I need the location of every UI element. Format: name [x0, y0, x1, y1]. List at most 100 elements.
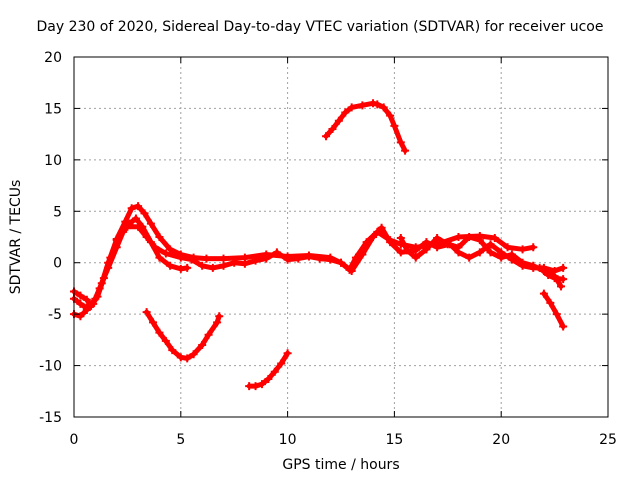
data-point — [213, 318, 222, 327]
data-point — [465, 233, 474, 241]
data-point — [251, 256, 260, 265]
data-point — [454, 243, 463, 252]
data-point — [76, 299, 85, 308]
y-tick-label: 5 — [53, 204, 62, 220]
data-point — [155, 328, 164, 337]
data-point — [422, 245, 431, 254]
data-point — [82, 306, 91, 315]
data-point — [315, 254, 324, 263]
data-point — [134, 222, 143, 231]
data-point — [497, 253, 506, 262]
data-point — [546, 298, 555, 307]
data-point — [539, 289, 548, 298]
data-point — [377, 223, 386, 232]
data-point — [230, 258, 239, 267]
data-point — [411, 253, 420, 262]
data-point — [204, 330, 213, 339]
data-point — [283, 255, 292, 264]
data-point — [215, 312, 224, 321]
data-point — [161, 249, 170, 258]
data-point — [251, 382, 260, 391]
data-point — [347, 266, 356, 275]
series-arc-f — [245, 349, 292, 391]
data-point — [379, 103, 388, 112]
data-point — [322, 132, 331, 141]
series-line — [537, 265, 566, 282]
data-point — [475, 248, 484, 257]
series-arc-d — [396, 233, 566, 291]
y-tick-label: -10 — [39, 359, 62, 375]
data-point — [134, 202, 143, 211]
data-point — [127, 204, 136, 213]
data-point — [240, 259, 249, 268]
data-point — [142, 308, 151, 317]
data-point — [151, 243, 160, 252]
data-point — [401, 146, 410, 155]
y-tick-label: -15 — [39, 410, 62, 426]
data-point — [503, 243, 512, 252]
data-point — [535, 263, 544, 272]
data-point — [337, 258, 345, 267]
x-tick-label: 5 — [176, 432, 185, 448]
data-point — [131, 214, 140, 223]
data-point — [386, 111, 395, 120]
x-tick-label: 20 — [492, 432, 510, 448]
data-point — [277, 359, 286, 368]
data-point — [390, 121, 399, 130]
data-point — [334, 116, 343, 125]
data-point — [166, 245, 175, 254]
data-point — [396, 248, 405, 257]
x-tick-label: 25 — [599, 432, 617, 448]
data-point — [328, 125, 337, 133]
data-point — [208, 263, 217, 272]
data-point — [529, 243, 538, 252]
data-point — [219, 254, 228, 263]
data-point — [465, 253, 474, 262]
data-point — [168, 346, 177, 355]
axis-ticks-group: 0 5 10 15 20 25 -15 -10 -5 0 5 10 15 20 — [39, 50, 617, 448]
data-point — [396, 234, 405, 243]
y-tick-label: 0 — [53, 256, 62, 272]
chart-title: Day 230 of 2020, Sidereal Day-to-day VTE… — [36, 19, 604, 35]
data-point — [550, 274, 559, 283]
data-point — [507, 250, 516, 259]
data-point — [559, 263, 568, 272]
data-point — [264, 374, 273, 383]
data-point — [557, 282, 566, 291]
data-point — [270, 367, 279, 376]
data-point — [112, 236, 121, 245]
data-point — [304, 252, 313, 261]
data-point — [198, 261, 207, 270]
data-point — [176, 264, 185, 273]
plot-frame — [73, 56, 609, 418]
grid-lines — [74, 57, 608, 417]
data-point — [518, 245, 527, 254]
data-point — [283, 349, 292, 358]
data-point — [358, 250, 367, 259]
data-point — [140, 209, 149, 218]
y-tick-label: 15 — [44, 101, 62, 117]
series-line — [541, 291, 566, 329]
data-point — [121, 217, 130, 226]
data-point — [422, 238, 431, 247]
data-point — [490, 234, 499, 243]
data-point — [97, 279, 106, 288]
data-point — [198, 341, 207, 349]
data-point — [76, 291, 85, 300]
data-point — [559, 275, 568, 284]
series-arc-i — [535, 263, 568, 284]
data-point — [403, 246, 412, 255]
data-point — [358, 101, 367, 110]
y-tick-label: 20 — [44, 50, 62, 66]
data-point — [161, 336, 170, 345]
series-arc-h — [539, 289, 568, 331]
data-point — [559, 322, 568, 331]
data-point — [183, 263, 192, 272]
series-line — [323, 100, 408, 154]
data-point — [544, 271, 553, 280]
data-point — [272, 248, 281, 257]
y-tick-label: -5 — [48, 307, 62, 323]
data-point — [91, 294, 100, 303]
data-point — [219, 261, 228, 270]
data-point — [149, 318, 158, 327]
